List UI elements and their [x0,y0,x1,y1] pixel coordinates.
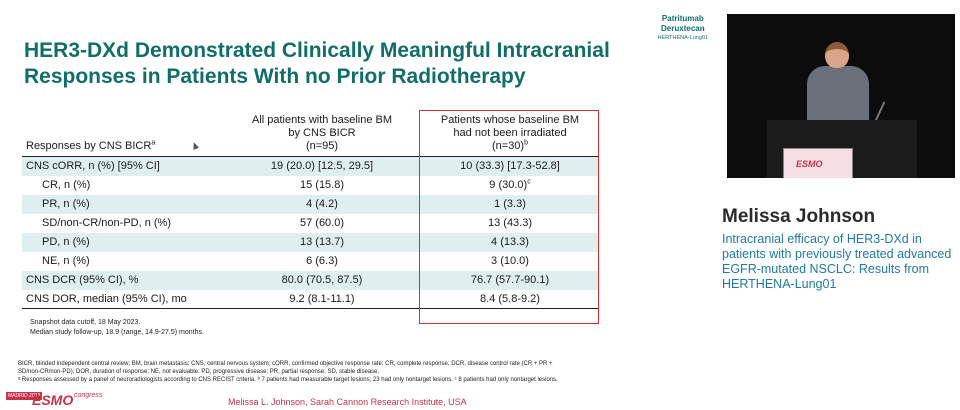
table-row: PR, n (%) 4 (4.2) 1 (3.3) [22,194,598,214]
highlight-box [419,110,599,324]
slide-title: HER3-DXd Demonstrated Clinically Meaning… [24,38,664,90]
table-row: CR, n (%) 15 (15.8) 9 (30.0)c [42,178,531,191]
speaker-figure [803,42,873,126]
presenter-credit: Melissa L. Johnson, Sarah Cannon Researc… [228,397,467,407]
table-row: CNS DOR, median (95% CI), mo 9.2 (8.1-11… [22,289,598,309]
speaker-name: Melissa Johnson [722,206,876,227]
table-row: PD, n (%) 13 (13.7) 4 (13.3) [22,232,598,252]
talk-title: Intracranial efficacy of HER3-DXd in pat… [722,232,952,291]
table-row: CNS DCR (95% CI), % 80.0 (70.5, 87.5) 76… [22,270,598,290]
slide-title-line-1: HER3-DXd Demonstrated Clinically Meaning… [24,39,610,62]
brand-line-1: Patritumab [661,14,704,23]
snapshot-note: Snapshot data cutoff, 18 May 2023. Media… [30,319,204,336]
table-row: CNS cORR, n (%) [95% CI] 19 (20.0) [12.5… [22,156,598,176]
slide-title-line-2: Responses in Patients With no Prior Radi… [24,65,526,88]
podium-screen: ESMO [783,148,853,178]
header-all-patients: All patients with baseline BM by CNS BIC… [222,112,422,157]
speaker-video: ESMO [727,14,955,178]
table-row: NE, n (%) 6 (6.3) 3 (10.0) [42,255,529,267]
table-row: SD/non-CR/non-PD, n (%) 57 (60.0) 13 (43… [42,217,533,229]
header-responses: Responses by CNS BICRa [22,112,222,157]
header-not-irradiated: Patients whose baseline BM had not been … [422,112,598,157]
table-header-row: Responses by CNS BICRa All patients with… [22,112,598,157]
presentation-slide: Patritumab Deruxtecan HERTHENA-Lung01 HE… [6,14,708,408]
brand-line-3: HERTHENA-Lung01 [657,35,708,41]
drug-brand-label: Patritumab Deruxtecan HERTHENA-Lung01 [658,14,708,42]
esmo-congress-logo: MADRID 2023 ESMO congress [6,392,103,408]
brand-line-2: Deruxtecan [661,24,705,33]
footnotes: BICR, blinded independent central review… [18,361,558,383]
results-table: Responses by CNS BICRa All patients with… [22,112,598,309]
